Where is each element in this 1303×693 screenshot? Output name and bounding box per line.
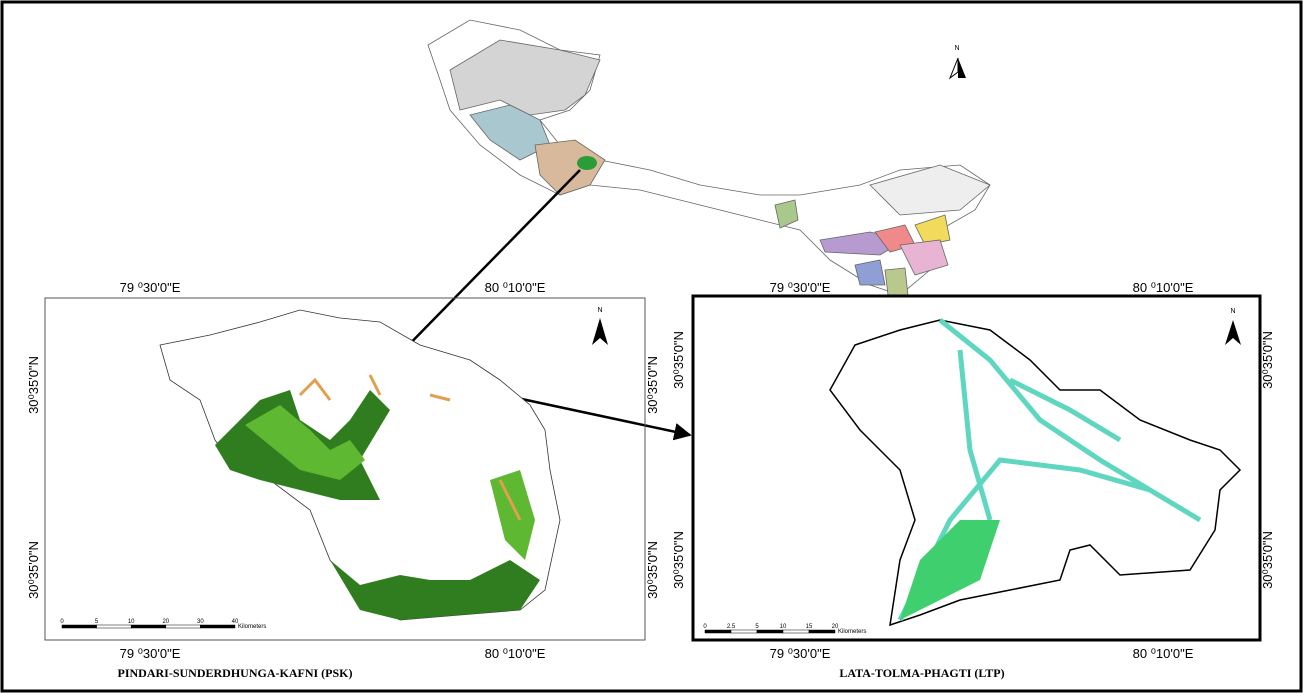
index-map bbox=[428, 20, 990, 295]
north-arrow bbox=[958, 58, 966, 78]
latitude-label: 30⁰35'0"N bbox=[671, 531, 686, 589]
scale-segment bbox=[200, 625, 235, 628]
scale-segment bbox=[97, 625, 132, 628]
arrow bbox=[392, 170, 580, 362]
longitude-label: 79 ⁰30'0"E bbox=[770, 280, 831, 295]
north-label: N bbox=[1230, 308, 1235, 315]
scale-label: 0 bbox=[60, 619, 64, 625]
latitude-label: 30⁰35'0"N bbox=[645, 356, 660, 414]
scale-segment bbox=[705, 630, 731, 633]
scale-segment bbox=[166, 625, 201, 628]
scale-label: 15 bbox=[806, 624, 813, 630]
scale-label: 10 bbox=[128, 619, 135, 625]
longitude-label: 79 ⁰30'0"E bbox=[120, 280, 181, 295]
latitude-label: 30⁰35'0"N bbox=[26, 356, 41, 414]
scale-label: 10 bbox=[780, 624, 787, 630]
latitude-label: 30⁰35'0"N bbox=[26, 541, 41, 599]
longitude-label: 79 ⁰30'0"E bbox=[770, 646, 831, 661]
longitude-label: 80 ⁰10'0"E bbox=[485, 280, 546, 295]
longitude-label: 80 ⁰10'0"E bbox=[485, 646, 546, 661]
scale-label: 5 bbox=[755, 624, 759, 630]
longitude-label: 80 ⁰10'0"E bbox=[1133, 280, 1194, 295]
latitude-label: 30⁰35'0"N bbox=[1260, 531, 1275, 589]
caption: LATA-TOLMA-PHAGTI (LTP) bbox=[839, 666, 1004, 680]
longitude-label: 80 ⁰10'0"E bbox=[1133, 646, 1194, 661]
scale-unit: Kilometers bbox=[838, 629, 866, 635]
scale-label: 5 bbox=[95, 619, 99, 625]
latitude-label: 30⁰35'0"N bbox=[1260, 331, 1275, 389]
psk-map: N bbox=[45, 298, 645, 640]
caption: PINDARI-SUNDERDHUNGA-KAFNI (PSK) bbox=[118, 666, 353, 680]
north-label: N bbox=[597, 307, 602, 314]
scale-segment bbox=[757, 630, 783, 633]
scale-unit: Kilometers bbox=[238, 624, 266, 630]
north-arrow bbox=[950, 58, 958, 78]
latitude-label: 30⁰35'0"N bbox=[671, 331, 686, 389]
latitude-label: 30⁰35'0"N bbox=[645, 541, 660, 599]
scale-segment bbox=[62, 625, 97, 628]
scale-segment bbox=[731, 630, 757, 633]
scale-segment bbox=[783, 630, 809, 633]
scale-label: 0 bbox=[703, 624, 707, 630]
figure: N N N 79 ⁰30'0"E 79 ⁰30'0"E 80 ⁰10'0"E 80 ⁰… bbox=[0, 0, 1303, 693]
scale-label: 30 bbox=[197, 619, 204, 625]
scale-segment bbox=[809, 630, 835, 633]
ltp-map: N bbox=[693, 296, 1260, 640]
longitude-label: 79 ⁰30'0"E bbox=[120, 646, 181, 661]
scale-label: 2.5 bbox=[727, 624, 736, 630]
scale-label: 20 bbox=[162, 619, 169, 625]
north-label: N bbox=[954, 45, 959, 52]
scale-segment bbox=[131, 625, 166, 628]
